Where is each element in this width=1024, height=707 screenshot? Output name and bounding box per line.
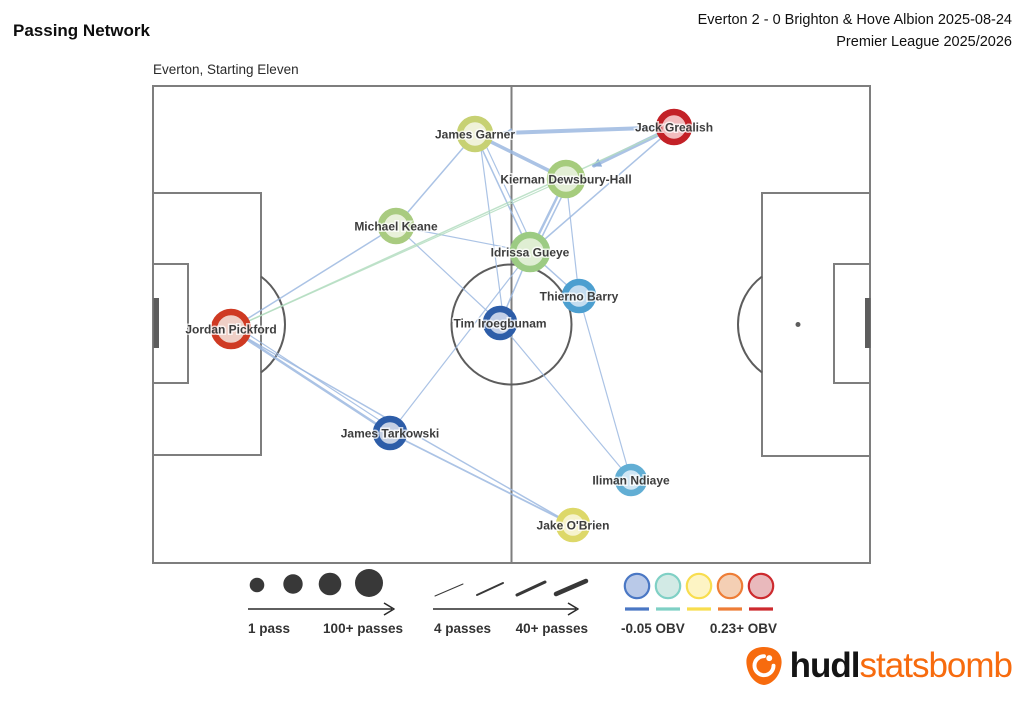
- penalty-spot-right: [795, 322, 801, 327]
- pass-edge: [502, 125, 676, 138]
- width-legend-max-label: 40+ passes: [516, 621, 588, 636]
- pass-edge: [229, 327, 392, 435]
- obv-swatch-circle: [716, 572, 744, 600]
- obv-swatch-circle: [623, 572, 651, 600]
- player-node: [655, 108, 693, 146]
- pass-edge: [529, 126, 675, 253]
- player-label: Jack Grealish: [635, 121, 713, 135]
- penalty-arc-right: [737, 275, 763, 374]
- player-node: [210, 308, 252, 350]
- obv-legend-min-label: -0.05 OBV: [621, 621, 685, 636]
- match-score: Everton 2 - 0 Brighton & Hove Albion 202…: [697, 12, 1012, 28]
- six-yard-box-right: [833, 263, 871, 384]
- player-node: [372, 415, 408, 451]
- size-legend-dot: [355, 569, 383, 597]
- pass-edge: [499, 322, 632, 481]
- statsbomb-wordmark: statsbomb: [859, 646, 1013, 685]
- width-legend-min-label: 4 passes: [434, 621, 491, 636]
- hudl-wordmark: hudl: [789, 646, 861, 685]
- match-header: Everton 2 - 0 Brighton & Hove Albion 202…: [698, 9, 1012, 53]
- obv-color-legend: [623, 572, 775, 611]
- size-legend-arrow: [248, 602, 395, 616]
- pass-edge: [565, 178, 580, 297]
- hudl-logo-icon: [746, 646, 782, 686]
- player-node: [377, 207, 415, 245]
- legend: 1 pass 100+ passes 4 passes 40+ passes -…: [248, 569, 777, 636]
- player-node: [561, 278, 597, 314]
- player-label: Jordan Pickford: [185, 323, 276, 337]
- pass-edge: [478, 132, 505, 324]
- goal-right: [865, 298, 871, 348]
- line-width-legend: [434, 578, 589, 597]
- obv-swatch-circle: [654, 572, 682, 600]
- player-label: Kiernan Dewsbury-Hall: [500, 173, 631, 187]
- player-label: James Garner: [435, 128, 515, 142]
- penalty-arc-left: [260, 275, 286, 374]
- node-size-legend: [249, 569, 383, 597]
- obv-legend-max-label: 0.23+ OBV: [710, 621, 777, 636]
- player-node: [482, 305, 518, 341]
- size-legend-dot: [283, 574, 303, 594]
- player-node: [614, 463, 648, 497]
- pass-edge: [578, 295, 632, 481]
- size-legend-min-label: 1 pass: [248, 621, 290, 636]
- player-node: [555, 507, 591, 543]
- player-label: Jake O'Brien: [537, 519, 610, 533]
- width-legend-line: [553, 578, 589, 597]
- player-labels: Jordan Pickford Michael Keane James Tarkow…: [184, 119, 715, 534]
- width-legend-line: [476, 582, 504, 596]
- player-node: [456, 115, 494, 153]
- pass-edge: [478, 131, 536, 251]
- width-legend-line: [434, 583, 464, 597]
- obv-swatch-circle: [747, 572, 775, 600]
- width-legend-line: [515, 580, 547, 597]
- player-label: Idrissa Gueye: [491, 246, 570, 260]
- hudl-statsbomb-logo: hudl statsbomb: [743, 645, 1013, 687]
- player-node: [546, 159, 586, 199]
- team-subtitle: Everton, Starting Eleven: [153, 62, 299, 77]
- size-legend-max-label: 100+ passes: [323, 621, 403, 636]
- page-title: Passing Network: [13, 21, 150, 40]
- pass-edge: [474, 133, 531, 253]
- player-label: Michael Keane: [354, 220, 438, 234]
- width-legend-arrow: [433, 602, 579, 616]
- penalty-box-right: [761, 192, 871, 457]
- six-yard-box-left: [152, 263, 189, 384]
- pass-edge: [230, 178, 567, 330]
- pass-edge: [395, 225, 531, 253]
- player-label: James Tarkowski: [341, 427, 440, 441]
- goal-left: [153, 298, 159, 348]
- player-label: Tim Iroegbunam: [453, 317, 546, 331]
- obv-swatch-circle: [685, 572, 713, 600]
- pass-edge: [389, 432, 574, 526]
- player-label: Thierno Barry: [540, 290, 619, 304]
- player-nodes: [210, 108, 693, 543]
- pass-edge: [230, 225, 397, 330]
- size-legend-dot: [318, 572, 342, 596]
- pass-edge: [395, 133, 476, 227]
- centre-circle: [450, 263, 573, 386]
- player-node: [509, 231, 551, 273]
- competition-season: Premier League 2025/2026: [836, 34, 1012, 50]
- player-label: Iliman Ndiaye: [592, 474, 670, 488]
- pass-edge: [389, 251, 531, 434]
- size-legend-dot: [249, 577, 265, 593]
- pass-edge: [395, 225, 501, 324]
